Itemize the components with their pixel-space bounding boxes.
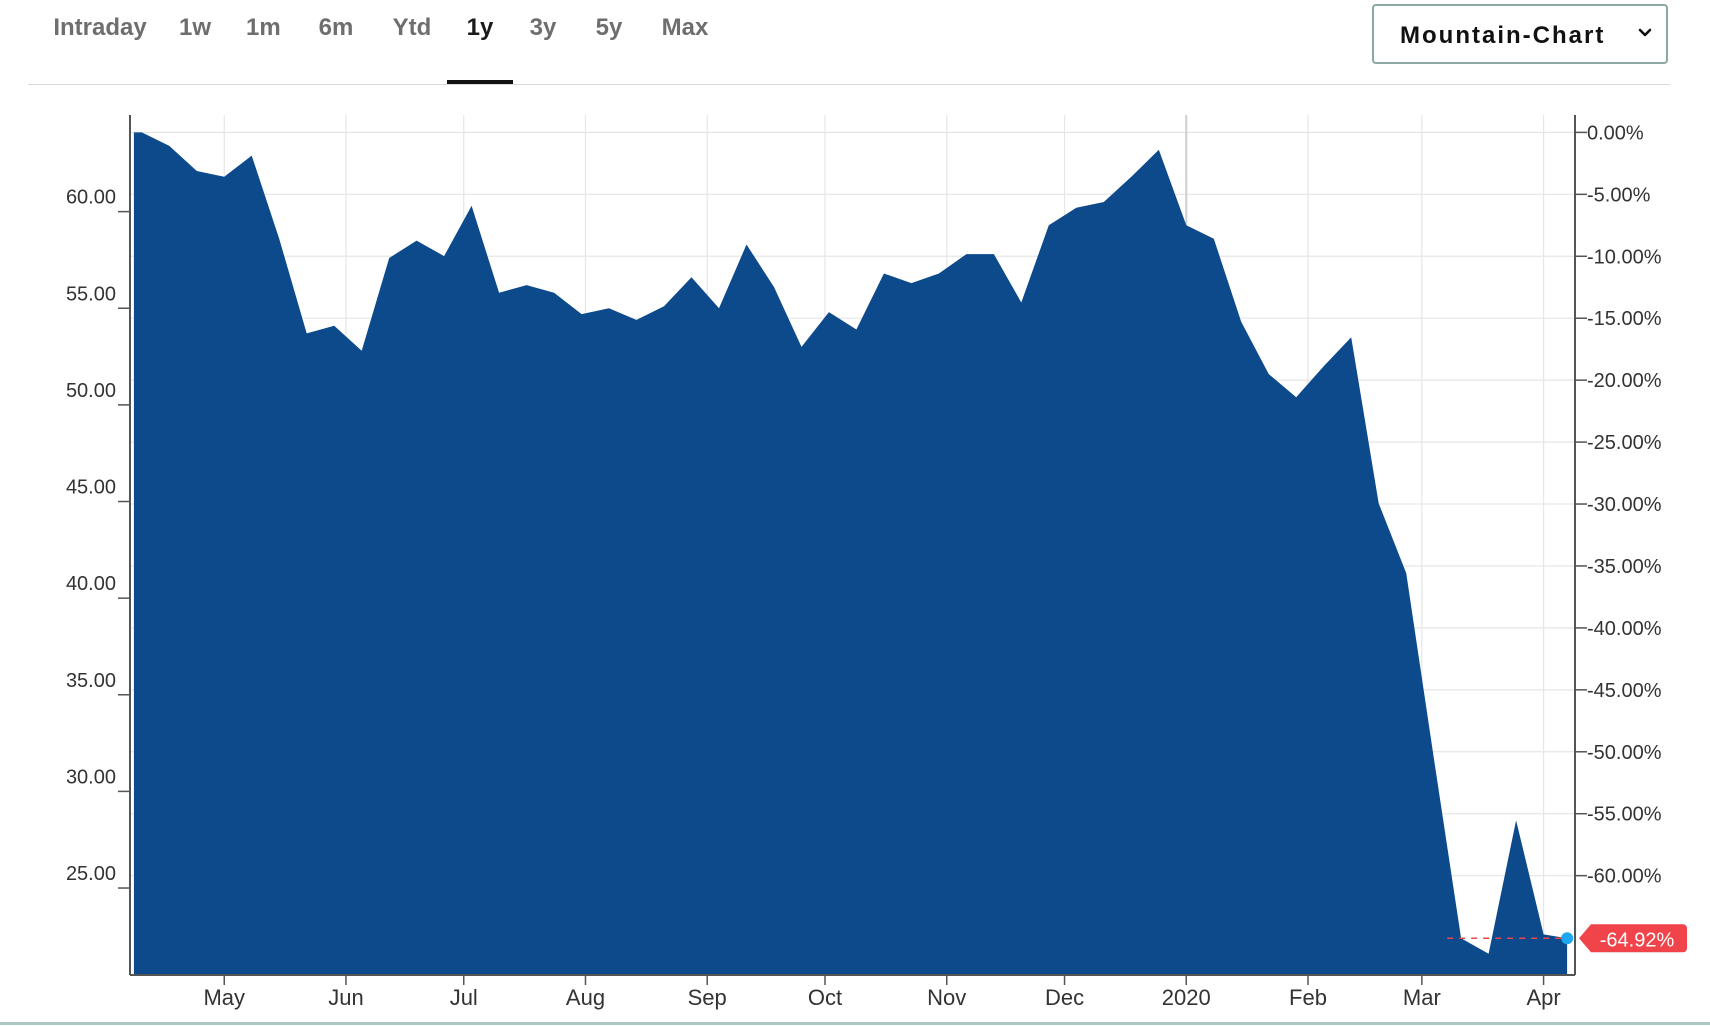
tab-3y[interactable]: 3y — [529, 14, 557, 41]
tab-5y[interactable]: 5y — [595, 14, 623, 41]
y-right-tick-label: -30.00% — [1587, 494, 1662, 516]
y-right-tick-label: -35.00% — [1587, 556, 1662, 578]
y-left-tick-label: 30.00 — [66, 766, 116, 788]
price-area — [133, 132, 1568, 975]
y-right-tick-label: -5.00% — [1587, 184, 1651, 206]
chart-type-label: Mountain-Chart — [1400, 22, 1606, 49]
y-right-tick-label: -20.00% — [1587, 370, 1662, 392]
x-tick-label: Mar — [1403, 985, 1441, 1010]
y-right-tick-label: -60.00% — [1587, 866, 1662, 888]
tab-6m[interactable]: 6m — [318, 14, 354, 41]
x-tick-label: Apr — [1526, 985, 1560, 1010]
x-tick-label: Feb — [1289, 985, 1327, 1010]
x-tick-label: Oct — [808, 985, 842, 1010]
y-left-tick-label: 40.00 — [66, 573, 116, 595]
y-left-tick-label: 45.00 — [66, 477, 116, 499]
tab-ytd[interactable]: Ytd — [392, 14, 432, 41]
last-change-label: -64.92% — [1600, 929, 1675, 951]
x-tick-label: Nov — [927, 985, 966, 1010]
last-value-dot — [1561, 932, 1574, 945]
y-left-tick-label: 35.00 — [66, 670, 116, 692]
chart-type-select[interactable]: Mountain-Chart — [1372, 4, 1668, 64]
active-tab-indicator — [447, 80, 513, 84]
bottom-divider — [0, 1022, 1710, 1025]
y-right-tick-label: -50.00% — [1587, 742, 1662, 764]
chevron-down-icon — [1638, 28, 1652, 37]
y-left-tick-label: 25.00 — [66, 863, 116, 885]
x-tick-label: Dec — [1045, 985, 1084, 1010]
y-right-tick-label: -40.00% — [1587, 618, 1662, 640]
last-change-badge — [1579, 924, 1687, 953]
tab-1w[interactable]: 1w — [178, 14, 211, 41]
x-tick-label: Jul — [450, 985, 478, 1010]
tab-intraday[interactable]: Intraday — [53, 14, 147, 41]
y-left-tick-label: 60.00 — [66, 187, 116, 209]
y-right-tick-label: -25.00% — [1587, 432, 1662, 454]
y-right-tick-label: -45.00% — [1587, 680, 1662, 702]
tab-max[interactable]: Max — [661, 14, 709, 41]
x-tick-label: Aug — [566, 985, 605, 1010]
y-right-tick-label: -15.00% — [1587, 308, 1662, 330]
tab-1m[interactable]: 1m — [246, 14, 281, 41]
y-left-tick-label: 50.00 — [66, 380, 116, 402]
x-tick-label: Jun — [328, 985, 363, 1010]
x-tick-label: Sep — [688, 985, 727, 1010]
x-tick-label: May — [203, 985, 245, 1010]
y-right-tick-label: -10.00% — [1587, 246, 1662, 268]
tab-1y[interactable]: 1y — [447, 14, 513, 84]
y-right-tick-label: 0.00% — [1587, 122, 1644, 144]
x-tick-label: 2020 — [1162, 985, 1211, 1010]
range-tabs: Intraday 1w 1m 6m Ytd 1y 3y 5y Max — [28, 0, 1670, 85]
y-right-tick-label: -55.00% — [1587, 804, 1662, 826]
y-left-tick-label: 55.00 — [66, 283, 116, 305]
